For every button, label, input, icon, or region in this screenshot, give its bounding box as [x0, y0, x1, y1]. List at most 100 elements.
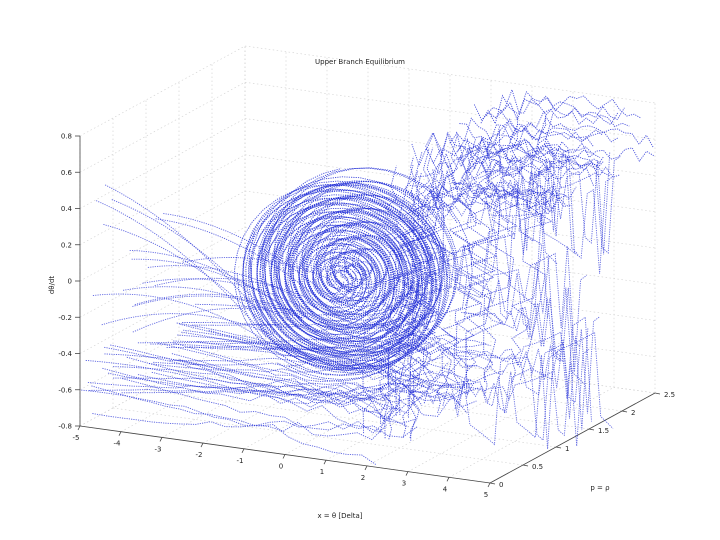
y-tick-label: 0.8 — [61, 133, 72, 141]
grid-line — [79, 118, 246, 209]
trajectory-line — [457, 139, 602, 168]
trajectory-line — [155, 218, 327, 306]
trajectory-line — [387, 171, 423, 440]
grid-line — [79, 226, 246, 318]
trajectory-line — [434, 168, 558, 265]
trajectory-line — [163, 213, 335, 302]
trajectory-line — [179, 359, 475, 394]
x-tick-label: 0 — [279, 463, 283, 471]
grid-line — [79, 335, 246, 427]
trajectory-line — [456, 131, 601, 163]
grid-line — [79, 81, 246, 173]
x-tick-label: 1 — [320, 468, 324, 476]
trajectory-line — [388, 151, 424, 419]
trajectory-line — [483, 128, 519, 396]
grid-line — [244, 45, 656, 104]
trajectory-line — [483, 114, 519, 383]
trajectory-line — [132, 307, 304, 333]
trajectory-line — [425, 131, 570, 158]
z-tick-label: 2 — [631, 409, 635, 417]
trajectory-line — [509, 137, 654, 166]
z-tick-label: 0.5 — [532, 463, 543, 471]
trajectory-line — [413, 137, 449, 405]
trajectory-line — [89, 389, 385, 413]
trajectory-line — [464, 327, 589, 431]
x-axis-label: x = θ [Delta] — [317, 512, 362, 520]
trajectory-line — [273, 167, 473, 353]
z-tick-label: 2.5 — [664, 391, 675, 399]
trajectory-line — [453, 141, 489, 410]
trajectory-line — [497, 155, 621, 254]
z-tick-mark — [654, 392, 661, 395]
trajectory-line — [437, 255, 561, 357]
trajectory-line — [461, 287, 585, 385]
trajectory-line — [430, 346, 555, 450]
y-tick-label: 0.2 — [61, 241, 72, 249]
x-tick-label: -1 — [237, 457, 244, 465]
grid-line — [244, 118, 656, 176]
trajectory-line — [480, 94, 625, 125]
x-tick-label: -2 — [196, 451, 203, 459]
trajectory-line — [183, 329, 479, 401]
trajectory-line — [256, 184, 446, 374]
trajectory-line — [427, 181, 571, 211]
grid-line — [244, 226, 656, 285]
trajectory-line — [122, 378, 418, 438]
trajectory-line — [151, 371, 447, 401]
trajectory-line — [173, 335, 469, 358]
z-axis-label: p = ρ — [590, 484, 610, 492]
trajectory-line — [104, 353, 400, 410]
trajectory-line — [107, 372, 404, 395]
x-tick-mark — [323, 460, 327, 465]
y-tick-label: -0.4 — [58, 350, 72, 358]
trajectory-line — [422, 188, 567, 215]
y-axis-label: dθ/dt — [48, 276, 56, 295]
trajectory-line — [169, 356, 466, 384]
trajectory-line — [456, 245, 581, 347]
trajectory-line — [422, 173, 567, 207]
trajectory-line — [379, 156, 415, 425]
grid-line — [366, 375, 533, 467]
x-tick-label: 5 — [484, 491, 488, 499]
trajectory-line — [459, 118, 604, 143]
z-tick-label: 1 — [565, 445, 569, 453]
trajectory-line — [424, 214, 548, 319]
grid-line — [79, 45, 246, 137]
trajectory-line — [485, 106, 630, 133]
x-tick-label: -4 — [114, 440, 122, 448]
grid-line — [211, 353, 623, 412]
x-tick-mark — [159, 437, 163, 442]
trajectory-line — [463, 274, 588, 373]
x-tick-label: 2 — [361, 474, 365, 482]
trajectory-line — [424, 168, 549, 255]
grid-line — [244, 154, 656, 213]
trajectory-line — [153, 356, 449, 380]
trajectory-line — [398, 147, 434, 416]
trajectory-line — [87, 378, 384, 397]
trajectory-line — [81, 389, 377, 466]
grid-line — [244, 81, 656, 140]
trajectory-line — [401, 170, 438, 439]
trajectory-line — [497, 88, 642, 119]
x-tick-mark — [77, 425, 81, 431]
trajectory-line — [189, 341, 485, 361]
x-tick-mark — [446, 477, 450, 482]
grid-line — [112, 407, 524, 466]
trajectory-line — [410, 190, 556, 220]
trajectory-line — [248, 184, 448, 370]
trajectory-line — [489, 331, 614, 429]
x-tick-label: -5 — [73, 434, 80, 442]
trajectory-line — [171, 353, 468, 417]
trajectory-line — [446, 133, 591, 168]
trajectory-line — [122, 286, 295, 324]
x-tick-label: 3 — [402, 480, 406, 488]
trajectory-line — [411, 143, 556, 173]
grid-line — [244, 335, 656, 394]
x-tick-label: -3 — [155, 445, 162, 453]
x-tick-mark — [487, 482, 491, 488]
trajectory-line — [362, 165, 398, 434]
y-tick-label: -0.8 — [58, 423, 72, 431]
trajectory-line — [511, 114, 547, 383]
trajectory-line — [95, 200, 268, 339]
